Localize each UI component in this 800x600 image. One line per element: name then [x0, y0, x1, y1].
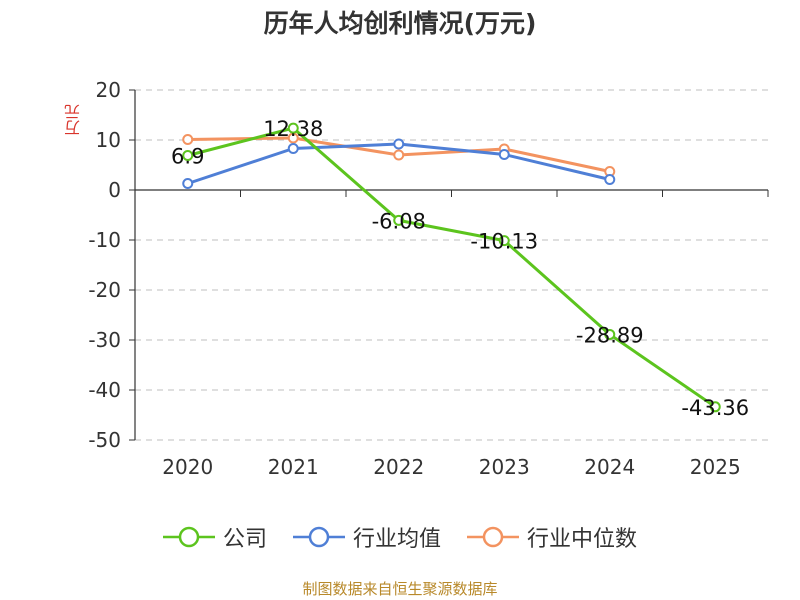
x-tick-label: 2022: [373, 455, 424, 479]
series-line-0: [187, 126, 717, 409]
y-tick-label: 10: [96, 128, 121, 152]
data-point: [604, 174, 616, 185]
x-tick-label: 2025: [690, 455, 741, 479]
legend-swatch: [292, 526, 345, 548]
data-point: [182, 178, 194, 189]
legend-item-2[interactable]: 行业中位数: [467, 521, 637, 553]
data-point: [287, 143, 299, 154]
data-label: -10.13: [470, 230, 538, 254]
legend-label: 行业均值: [352, 527, 441, 552]
legend-label: 公司: [222, 527, 267, 552]
chart-title: 历年人均创利情况(万元): [263, 9, 537, 38]
data-label: 6.9: [171, 145, 204, 169]
legend-item-1[interactable]: 行业均值: [292, 521, 441, 553]
y-tick-label: -30: [88, 328, 121, 352]
data-label: -28.89: [576, 323, 644, 347]
legend-label: 行业中位数: [527, 527, 638, 552]
data-point: [393, 149, 405, 161]
x-tick-label: 2021: [268, 455, 319, 479]
legend: 公司 行业均值 行业中位数: [0, 520, 800, 554]
legend-item-0[interactable]: 公司: [162, 521, 267, 553]
y-tick-label: 0: [108, 178, 121, 202]
y-tick-label: 20: [96, 78, 121, 102]
data-point: [498, 235, 510, 247]
y-tick-label: -20: [88, 278, 121, 302]
data-point: [604, 328, 616, 340]
y-tick-label: -40: [88, 378, 121, 402]
data-label: 12.38: [263, 117, 323, 141]
data-point: [393, 138, 405, 150]
data-source-note: 制图数据来自恒生聚源数据库: [302, 580, 498, 598]
legend-swatch: [162, 526, 215, 548]
data-point: [182, 150, 194, 161]
data-point: [287, 122, 299, 134]
y-tick-label: -50: [88, 428, 121, 452]
y-tick-label: -10: [88, 228, 121, 252]
x-tick-label: 2024: [584, 455, 635, 479]
data-point: [709, 401, 721, 413]
data-label: -43.36: [681, 396, 749, 420]
x-tick-label: 2020: [162, 455, 213, 479]
legend-swatch: [467, 526, 519, 548]
data-point: [498, 149, 510, 160]
data-label: -6.08: [372, 209, 426, 233]
x-tick-label: 2023: [479, 455, 530, 479]
data-point: [393, 214, 405, 226]
data-point: [182, 134, 194, 145]
